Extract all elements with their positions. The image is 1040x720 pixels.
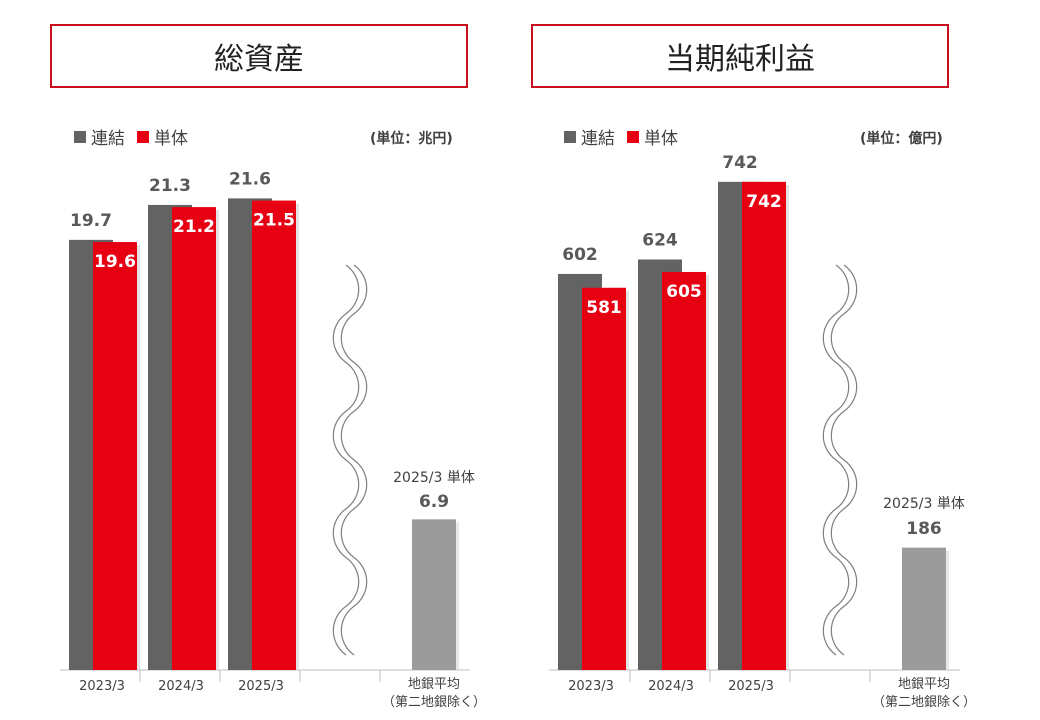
x-tick-label: 2024/3 — [648, 679, 694, 694]
legend: 連結 単体 — [564, 124, 690, 149]
legend-label-consolidated: 連結 — [91, 129, 125, 149]
legend-standalone: 単体 — [137, 124, 188, 149]
legend-label-standalone: 単体 — [644, 129, 678, 149]
axis-break-wave — [822, 264, 850, 656]
x-tick-label: 2025/3 — [238, 679, 284, 694]
average-caption: 2025/3 単体 — [883, 496, 965, 512]
bar-standalone — [582, 287, 626, 670]
bar-standalone — [172, 207, 216, 670]
x-tick-label-average: 地銀平均 — [898, 677, 950, 692]
data-label-standalone: 21.2 — [173, 217, 215, 237]
bar-average — [412, 519, 456, 670]
data-label-consolidated: 19.7 — [70, 211, 112, 231]
legend-standalone: 単体 — [627, 124, 678, 149]
x-tick-label-average-note: （第二地銀除く） — [872, 695, 976, 710]
bar-standalone — [252, 200, 296, 670]
x-tick-label: 2023/3 — [568, 679, 614, 694]
axis-break-wave — [340, 264, 368, 656]
data-label-average: 186 — [906, 519, 942, 539]
unit-label: (単位：兆円) — [370, 131, 453, 147]
data-label-standalone: 581 — [586, 298, 622, 318]
axis-break-wave — [830, 264, 858, 656]
legend-swatch-standalone — [137, 130, 149, 143]
data-label-standalone: 21.5 — [253, 211, 295, 231]
bar-standalone — [662, 271, 706, 670]
legend-label-consolidated: 連結 — [581, 129, 615, 149]
total-assets-panel: 総資産 連結 単体 (単位：兆円) — [50, 24, 468, 149]
data-label-standalone: 605 — [666, 282, 702, 302]
data-label-standalone: 19.6 — [94, 252, 136, 272]
net-income-panel: 当期純利益 連結 単体 (単位：億円) — [520, 0, 1040, 720]
legend-swatch-consolidated — [74, 130, 86, 143]
legend-swatch-consolidated — [564, 130, 576, 143]
x-tick-label: 2025/3 — [728, 679, 774, 694]
legend-swatch-standalone — [627, 130, 639, 143]
data-label-consolidated: 602 — [562, 245, 598, 265]
bar-average — [902, 547, 946, 670]
data-label-consolidated: 624 — [642, 230, 678, 250]
chart-title: 当期純利益 — [531, 24, 949, 88]
legend: 連結 単体 — [74, 124, 200, 149]
legend-consolidated: 連結 — [564, 124, 615, 149]
x-tick-label-average: 地銀平均 — [408, 677, 460, 692]
legend-label-standalone: 単体 — [154, 129, 188, 149]
bar-standalone — [93, 242, 137, 670]
data-label-consolidated: 21.3 — [149, 176, 191, 196]
data-label-consolidated: 742 — [722, 153, 758, 173]
unit-label: (単位：億円) — [860, 131, 943, 147]
x-tick-label: 2024/3 — [158, 679, 204, 694]
chart-title: 総資産 — [50, 24, 468, 88]
x-tick-label-average-note: （第二地銀除く） — [382, 695, 486, 710]
data-label-standalone: 742 — [746, 192, 782, 212]
legend-consolidated: 連結 — [74, 124, 125, 149]
average-caption: 2025/3 単体 — [393, 470, 475, 486]
x-tick-label: 2023/3 — [79, 679, 125, 694]
data-label-consolidated: 21.6 — [229, 169, 271, 189]
bar-standalone — [742, 181, 786, 670]
data-label-average: 6.9 — [419, 492, 449, 512]
axis-break-wave — [332, 264, 360, 656]
